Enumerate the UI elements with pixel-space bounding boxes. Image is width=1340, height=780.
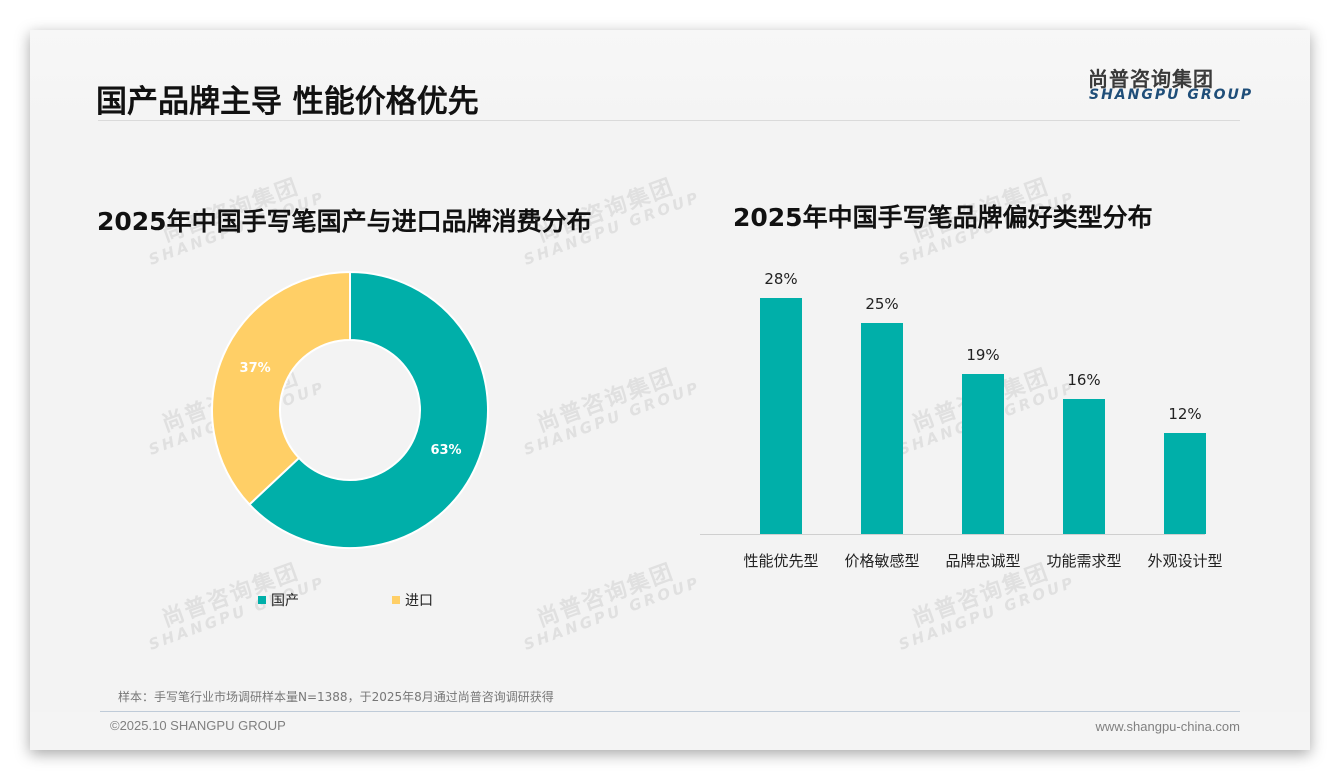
legend-label: 进口 (405, 593, 433, 609)
bar-value-label: 19% (966, 345, 1000, 364)
bar-category-label: 品牌忠诚型 (945, 552, 1021, 570)
legend-swatch-yellow-icon (392, 596, 400, 604)
donut-svg (211, 270, 489, 549)
bar-value-label: 25% (865, 295, 899, 314)
bar-category-label: 价格敏感型 (844, 552, 920, 570)
bar-value-label: 28% (764, 269, 798, 288)
bar-value-label: 12% (1168, 404, 1202, 423)
bar-category-label: 外观设计型 (1147, 552, 1223, 570)
legend-swatch-teal-icon (258, 596, 266, 604)
bar-chart-title: 2025年中国手写笔品牌偏好类型分布 (733, 203, 1153, 232)
bar-1 (760, 297, 802, 534)
header-band (30, 30, 1310, 120)
bar-category-label: 功能需求型 (1046, 552, 1122, 570)
copyright: ©2025.10 SHANGPU GROUP (110, 718, 286, 733)
bar-5 (1164, 432, 1206, 534)
slice-label-domestic: 63% (430, 443, 462, 459)
title-divider (98, 120, 1240, 121)
bar-category-label: 性能优先型 (743, 552, 819, 570)
donut-slice-domestic (247, 270, 489, 549)
footer-divider (100, 711, 1240, 712)
x-axis-line (700, 534, 1205, 535)
donut-slice-imported (211, 270, 351, 506)
legend-item-domestic: 国产 (258, 590, 299, 610)
bar-value-label: 16% (1067, 371, 1101, 390)
page-title: 国产品牌主导 性能价格优先 (96, 84, 479, 120)
legend-item-imported: 进口 (392, 590, 433, 610)
bar-chart: 28% 性能优先型 25% 价格敏感型 19% 品牌忠诚型 16% 功能需求型 12% 外观设计型 (700, 260, 1223, 580)
bar-2 (861, 323, 903, 534)
logo-chinese: 尚普咨询集团 (1088, 67, 1214, 91)
logo-english: SHANGPU GROUP (1089, 87, 1254, 103)
sample-note: 样本：手写笔行业市场调研样本量N=1388，于2025年8月通过尚普咨询调研获得 (118, 690, 554, 704)
bar-4 (1063, 399, 1105, 534)
website-url: www.shangpu-china.com (1095, 719, 1240, 734)
footer-band (30, 712, 1310, 750)
legend-label: 国产 (271, 593, 299, 609)
donut-chart (210, 270, 490, 550)
slice-label-imported: 37% (239, 360, 271, 376)
donut-chart-title: 2025年中国手写笔国产与进口品牌消费分布 (97, 207, 592, 236)
slide: 国产品牌主导 性能价格优先 尚普咨询集团 SHANGPU GROUP 尚普咨询集… (30, 30, 1310, 750)
bar-3 (962, 373, 1004, 534)
